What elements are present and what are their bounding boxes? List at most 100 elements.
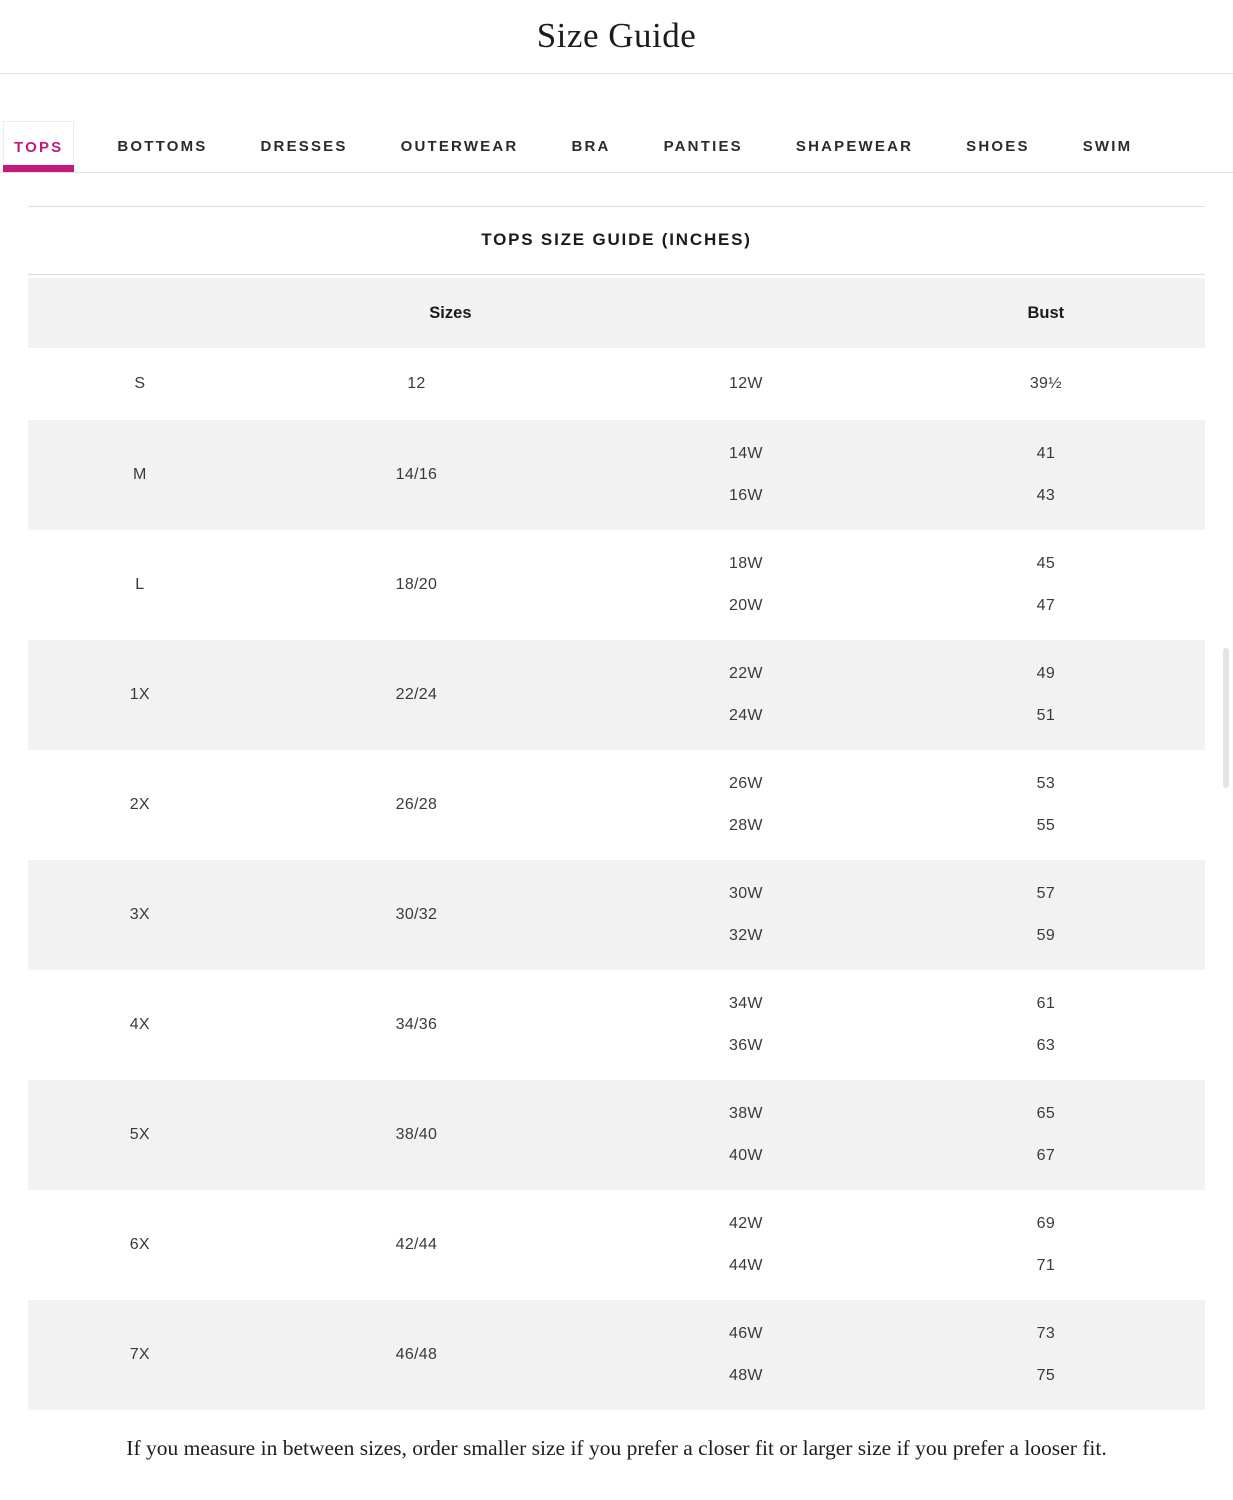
tab-bottoms[interactable]: BOTTOMS — [107, 121, 217, 172]
bust-value: 67 — [1036, 1147, 1056, 1165]
w-size: 38W — [729, 1104, 763, 1122]
table-row: 4X 34/36 34W 36W 61 63 — [28, 970, 1205, 1080]
size-label: S — [134, 375, 146, 392]
bust-value: 49 — [1036, 664, 1056, 682]
w-size: 34W — [729, 994, 763, 1012]
divider — [0, 73, 1233, 74]
bust-value: 73 — [1036, 1324, 1056, 1342]
cell-size-range: 38/40 — [252, 1080, 582, 1190]
bust-value: 69 — [1036, 1214, 1056, 1232]
cell-size-label: 3X — [28, 860, 252, 970]
size-label: 3X — [129, 906, 150, 923]
tab-bar: TOPS BOTTOMS DRESSES OUTERWEAR BRA PANTIES SHA… — [0, 121, 1233, 173]
cell-busts: 57 59 — [899, 860, 1193, 970]
bust-value: 71 — [1036, 1257, 1056, 1275]
tab-label: SWIM — [1082, 138, 1133, 155]
size-label: 5X — [129, 1126, 150, 1143]
cell-w-sizes: 12W — [581, 348, 911, 420]
active-tab-underline — [3, 165, 75, 172]
bust-value: 53 — [1036, 774, 1056, 792]
w-size: 32W — [729, 927, 763, 945]
cell-busts: 41 43 — [899, 420, 1193, 530]
cell-size-label: 1X — [28, 640, 252, 750]
tab-bra[interactable]: BRA — [561, 121, 620, 172]
bust-value: 51 — [1036, 707, 1056, 725]
table-row: 6X 42/44 42W 44W 69 71 — [28, 1190, 1205, 1300]
tab-shapewear[interactable]: SHAPEWEAR — [786, 121, 923, 172]
w-size: 14W — [729, 444, 763, 462]
size-range: 22/24 — [395, 686, 438, 703]
cell-size-label: L — [28, 530, 252, 640]
divider — [28, 206, 1205, 207]
header-sizes: Sizes — [429, 303, 472, 322]
w-size: 44W — [729, 1257, 763, 1275]
size-range: 26/28 — [395, 796, 438, 813]
tab-swim[interactable]: SWIM — [1073, 121, 1143, 172]
bust-value: 45 — [1036, 554, 1056, 572]
cell-size-range: 26/28 — [252, 750, 582, 860]
w-size: 36W — [729, 1037, 763, 1055]
table-header-row: Sizes Bust — [28, 278, 1205, 348]
table-row: 1X 22/24 22W 24W 49 51 — [28, 640, 1205, 750]
cell-size-label: 6X — [28, 1190, 252, 1300]
size-range: 12 — [407, 375, 426, 392]
cell-busts: 39½ — [899, 348, 1193, 420]
cell-size-range: 42/44 — [252, 1190, 582, 1300]
table-row: L 18/20 18W 20W 45 47 — [28, 530, 1205, 640]
w-size: 18W — [729, 554, 763, 572]
table-body: S 12 12W 39½ M 14/16 14W 16W 41 43 L 18/20 18W 20W 45 4… — [28, 348, 1205, 1410]
cell-busts: 53 55 — [899, 750, 1193, 860]
size-label: M — [132, 466, 147, 483]
table-row: S 12 12W 39½ — [28, 348, 1205, 420]
w-size: 12W — [729, 375, 763, 392]
w-size: 16W — [729, 487, 763, 505]
tab-label: OUTERWEAR — [400, 138, 519, 155]
cell-size-range: 34/36 — [252, 970, 582, 1080]
bust-value: 65 — [1036, 1104, 1056, 1122]
cell-w-sizes: 46W 48W — [581, 1300, 911, 1410]
cell-size-label: M — [28, 420, 252, 530]
cell-busts: 65 67 — [899, 1080, 1193, 1190]
size-range: 46/48 — [395, 1346, 438, 1363]
w-size: 22W — [729, 664, 763, 682]
cell-size-range: 14/16 — [252, 420, 582, 530]
size-table: Sizes Bust S 12 12W 39½ M 14/16 14W 16W 41 43 L 18/… — [28, 278, 1205, 1410]
cell-size-label: 2X — [28, 750, 252, 860]
w-size: 20W — [729, 597, 763, 615]
cell-w-sizes: 18W 20W — [581, 530, 911, 640]
bust-value: 43 — [1036, 487, 1056, 505]
cell-size-range: 18/20 — [252, 530, 582, 640]
cell-w-sizes: 14W 16W — [581, 420, 911, 530]
table-row: 3X 30/32 30W 32W 57 59 — [28, 860, 1205, 970]
bust-value: 55 — [1036, 817, 1056, 835]
w-size: 28W — [729, 817, 763, 835]
tab-label: BOTTOMS — [117, 138, 208, 155]
size-label: 1X — [129, 686, 150, 703]
w-size: 48W — [729, 1367, 763, 1385]
table-row: 2X 26/28 26W 28W 53 55 — [28, 750, 1205, 860]
w-size: 30W — [729, 884, 763, 902]
tab-dresses[interactable]: DRESSES — [251, 121, 358, 172]
header-bust: Bust — [1027, 303, 1065, 322]
tab-label: DRESSES — [260, 138, 348, 155]
tab-tops[interactable]: TOPS — [3, 121, 75, 172]
cell-size-label: 7X — [28, 1300, 252, 1410]
cell-busts: 45 47 — [899, 530, 1193, 640]
tab-panties[interactable]: PANTIES — [654, 121, 753, 172]
w-size: 26W — [729, 774, 763, 792]
size-range: 14/16 — [395, 466, 438, 483]
size-label: 6X — [129, 1236, 150, 1253]
cell-w-sizes: 30W 32W — [581, 860, 911, 970]
w-size: 40W — [729, 1147, 763, 1165]
cell-w-sizes: 22W 24W — [581, 640, 911, 750]
size-guide-content: TOPS SIZE GUIDE (INCHES) Sizes Bust S 12 1… — [28, 206, 1205, 1410]
size-range: 30/32 — [395, 906, 438, 923]
bust-value: 59 — [1036, 927, 1056, 945]
w-size: 46W — [729, 1324, 763, 1342]
tab-outerwear[interactable]: OUTERWEAR — [391, 121, 529, 172]
fit-note: If you measure in between sizes, order s… — [126, 1436, 1107, 1460]
cell-size-range: 22/24 — [252, 640, 582, 750]
cell-w-sizes: 34W 36W — [581, 970, 911, 1080]
tab-shoes[interactable]: SHOES — [956, 121, 1040, 172]
scrollbar-thumb[interactable] — [1223, 648, 1229, 788]
